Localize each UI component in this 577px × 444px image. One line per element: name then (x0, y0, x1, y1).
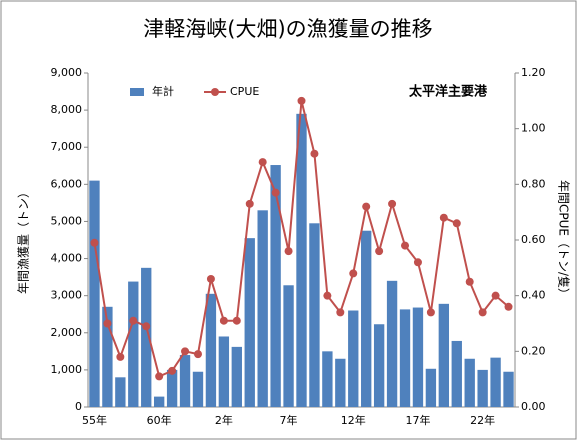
x-tick-label: 17年 (405, 413, 430, 427)
marker (245, 199, 254, 208)
x-tick-label: 7年 (280, 413, 298, 427)
bar (438, 303, 450, 407)
marker (142, 322, 151, 331)
marker (336, 308, 345, 317)
bar (141, 267, 152, 407)
marker (491, 291, 500, 300)
marker (219, 316, 228, 325)
marker (297, 96, 306, 105)
bar (153, 396, 165, 407)
marker (129, 316, 138, 325)
bar (399, 309, 411, 407)
bar (257, 210, 268, 407)
marker (504, 302, 513, 311)
bar (192, 371, 204, 407)
x-tick-label: 60年 (147, 413, 172, 427)
y2-tick-label: 1.00 (521, 122, 546, 135)
y2-tick-label: 1.20 (521, 66, 546, 79)
marker (426, 308, 435, 317)
legend-label: 年計 (152, 84, 174, 98)
bar (296, 113, 307, 408)
y-tick-label: 9,000 (51, 66, 83, 79)
bar (205, 293, 217, 407)
bar (361, 230, 372, 407)
marker (388, 199, 397, 208)
bar (309, 223, 320, 407)
y-tick-label: 7,000 (51, 140, 83, 153)
marker (168, 366, 177, 375)
bar (503, 371, 514, 407)
marker (310, 149, 319, 158)
y-tick-label: 3,000 (51, 289, 83, 302)
y-axis-label: 年間漁獲量（トン） (17, 186, 31, 294)
legend-label: CPUE (230, 85, 259, 98)
y-tick-label: 6,000 (51, 177, 83, 190)
bar (231, 346, 242, 407)
bar (166, 369, 178, 407)
bar (115, 377, 126, 407)
y-tick-label: 8,000 (51, 103, 83, 116)
marker (478, 308, 487, 317)
marker (232, 316, 241, 325)
chart-title: 津軽海峡(大畑)の漁獲量の推移 (143, 17, 432, 41)
marker (284, 247, 293, 256)
y2-tick-label: 0.20 (521, 344, 546, 357)
bar (128, 281, 139, 407)
bar (102, 306, 113, 407)
bar (386, 280, 398, 407)
bar (218, 336, 230, 407)
marker (206, 274, 215, 283)
bar (335, 358, 346, 407)
marker (258, 158, 267, 167)
bar (348, 310, 359, 407)
marker (465, 277, 474, 286)
marker (452, 219, 461, 228)
marker (401, 241, 410, 250)
marker (271, 188, 280, 197)
marker (90, 238, 99, 247)
x-tick-label: 12年 (341, 413, 366, 427)
y2-tick-label: 0.60 (521, 233, 546, 246)
y-tick-label: 4,000 (51, 252, 83, 265)
bar (477, 369, 488, 407)
marker (413, 258, 422, 267)
bar (179, 355, 191, 407)
y2-tick-label: 0.80 (521, 177, 546, 190)
marker (349, 269, 358, 278)
bar (283, 285, 294, 407)
bar (464, 358, 475, 407)
bar (490, 357, 501, 407)
marker (155, 372, 164, 381)
y2-axis-label: 年間CPUE（トン/隻） (557, 180, 572, 300)
marker (375, 247, 384, 256)
marker (323, 291, 332, 300)
marker (181, 347, 190, 356)
marker (103, 319, 112, 328)
x-tick-label: 2年 (215, 413, 233, 427)
bar (89, 180, 100, 407)
marker (193, 350, 202, 359)
legend-swatch (130, 88, 144, 96)
marker (439, 213, 448, 222)
y-tick-label: 1,000 (51, 363, 83, 376)
marker (362, 202, 371, 211)
annotation: 太平洋主要港 (408, 84, 488, 100)
x-tick-label: 22年 (470, 413, 495, 427)
y2-tick-label: 0.00 (521, 400, 546, 413)
y-tick-label: 5,000 (51, 214, 83, 227)
y-tick-label: 0 (75, 400, 82, 413)
y-tick-label: 2,000 (51, 326, 83, 339)
bar (270, 165, 281, 407)
marker (116, 352, 125, 361)
bar (244, 238, 255, 407)
legend-swatch (211, 88, 219, 96)
bar (425, 368, 437, 407)
bar (451, 340, 462, 407)
y2-tick-label: 0.40 (521, 289, 546, 302)
bar (322, 351, 333, 407)
bar (373, 324, 385, 407)
x-tick-label: 55年 (82, 413, 107, 427)
bar (412, 307, 424, 407)
